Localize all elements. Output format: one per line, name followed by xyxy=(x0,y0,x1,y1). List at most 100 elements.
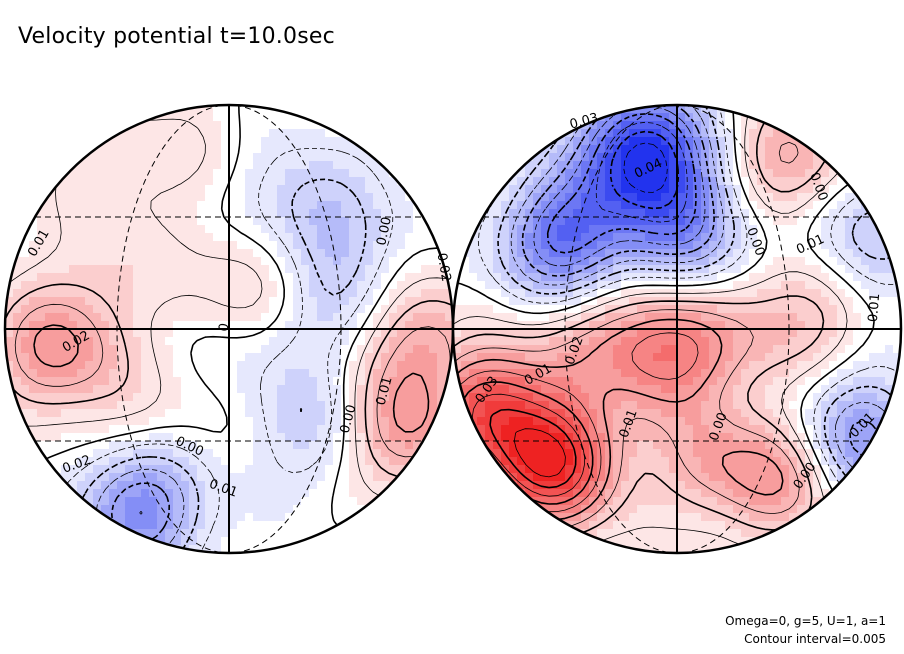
field-cell xyxy=(565,177,574,186)
field-cell xyxy=(389,345,398,354)
field-cell xyxy=(317,353,326,362)
field-cell xyxy=(221,121,230,130)
field-cell xyxy=(29,225,38,234)
field-cell xyxy=(781,297,790,306)
field-cell xyxy=(549,209,558,218)
field-cell xyxy=(461,233,470,242)
field-cell xyxy=(349,401,358,410)
field-cell xyxy=(149,505,158,514)
field-cell xyxy=(109,273,118,282)
field-cell xyxy=(229,201,238,210)
field-cell xyxy=(765,289,774,298)
field-cell xyxy=(421,289,430,298)
field-cell xyxy=(813,321,822,330)
field-cell xyxy=(325,513,334,522)
field-cell xyxy=(133,193,142,202)
field-cell xyxy=(237,217,246,226)
field-cell xyxy=(389,145,398,154)
field-cell xyxy=(861,105,870,114)
field-cell xyxy=(533,305,542,314)
field-cell xyxy=(573,281,582,290)
field-cell xyxy=(501,113,510,122)
field-cell xyxy=(245,345,254,354)
field-cell xyxy=(141,233,150,242)
field-cell xyxy=(165,313,174,322)
field-cell xyxy=(613,273,622,282)
field-cell xyxy=(213,545,222,553)
field-cell xyxy=(781,273,790,282)
field-cell xyxy=(677,113,686,122)
field-cell xyxy=(845,105,854,114)
field-cell xyxy=(325,329,334,338)
field-cell xyxy=(141,489,150,498)
field-cell xyxy=(317,321,326,330)
field-cell xyxy=(605,257,614,266)
field-cell xyxy=(141,137,150,146)
field-cell xyxy=(173,257,182,266)
field-cell xyxy=(381,105,390,114)
field-cell xyxy=(469,353,478,362)
field-cell xyxy=(813,113,822,122)
field-cell xyxy=(309,129,318,138)
field-cell xyxy=(493,281,502,290)
field-cell xyxy=(669,161,678,170)
field-cell xyxy=(61,529,70,538)
field-cell xyxy=(397,249,406,258)
field-cell xyxy=(205,137,214,146)
field-cell xyxy=(589,201,598,210)
field-cell xyxy=(773,353,782,362)
field-cell xyxy=(333,137,342,146)
field-cell xyxy=(61,249,70,258)
field-cell xyxy=(381,193,390,202)
field-cell xyxy=(325,441,334,450)
field-cell xyxy=(805,321,814,330)
field-cell xyxy=(613,297,622,306)
field-cell xyxy=(445,489,453,498)
field-cell xyxy=(165,305,174,314)
field-cell xyxy=(453,297,462,306)
field-cell xyxy=(381,385,390,394)
field-cell xyxy=(189,297,198,306)
field-cell xyxy=(709,321,718,330)
field-cell xyxy=(269,129,278,138)
field-cell xyxy=(429,177,438,186)
field-cell xyxy=(125,129,134,138)
field-cell xyxy=(637,193,646,202)
field-cell xyxy=(141,129,150,138)
field-cell xyxy=(357,257,366,266)
field-cell xyxy=(53,305,62,314)
field-cell xyxy=(61,121,70,130)
field-cell xyxy=(197,513,206,522)
field-cell xyxy=(93,417,102,426)
field-cell xyxy=(885,305,894,314)
field-cell xyxy=(237,473,246,482)
field-cell xyxy=(381,377,390,386)
field-cell xyxy=(277,473,286,482)
field-cell xyxy=(125,345,134,354)
field-cell xyxy=(389,529,398,538)
field-cell xyxy=(381,297,390,306)
field-cell xyxy=(597,233,606,242)
field-cell xyxy=(677,361,686,370)
field-cell xyxy=(501,217,510,226)
field-cell xyxy=(701,273,710,282)
field-cell xyxy=(437,201,446,210)
field-cell xyxy=(301,409,310,418)
field-cell xyxy=(173,497,182,506)
field-cell xyxy=(309,497,318,506)
field-cell xyxy=(133,329,142,338)
field-cell xyxy=(221,321,230,330)
field-cell xyxy=(189,497,198,506)
field-cell xyxy=(229,105,238,114)
field-cell xyxy=(805,161,814,170)
field-cell xyxy=(557,137,566,146)
field-cell xyxy=(93,545,102,553)
field-cell xyxy=(77,537,86,546)
field-cell xyxy=(525,353,534,362)
field-cell xyxy=(373,337,382,346)
field-cell xyxy=(29,489,38,498)
field-cell xyxy=(101,113,110,122)
field-cell xyxy=(853,169,862,178)
field-cell xyxy=(77,177,86,186)
field-cell xyxy=(141,241,150,250)
